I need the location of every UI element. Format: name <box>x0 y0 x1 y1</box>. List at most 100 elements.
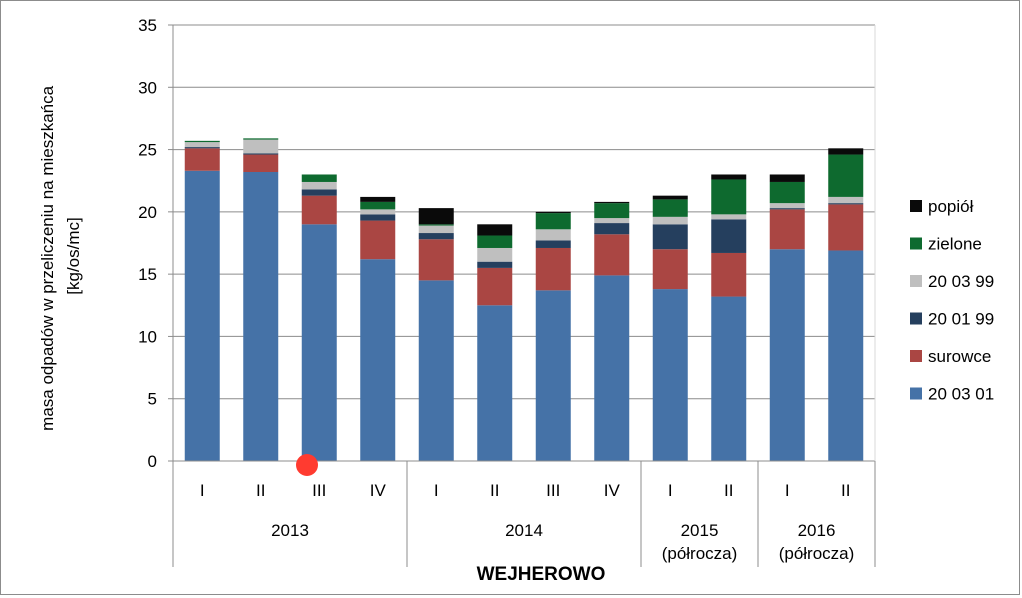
y-tick-label: 0 <box>148 452 157 471</box>
bar-segment <box>184 147 220 149</box>
x-group-label-line: 2014 <box>505 521 543 540</box>
legend-swatch <box>910 275 922 287</box>
bar-segment <box>301 195 337 225</box>
bar-segment <box>360 259 396 461</box>
x-group-label-line: (półrocza) <box>779 544 855 563</box>
x-axis-label: WEJHEROWO <box>477 564 606 585</box>
bar-segment <box>828 204 864 251</box>
bar-segment <box>477 235 513 248</box>
x-group-label: 2015 (półrocza) <box>662 521 738 563</box>
bar-segment <box>301 174 337 182</box>
y-tick-label: 25 <box>138 141 157 160</box>
x-category-label: II <box>490 481 499 500</box>
x-group-label-line: 2015 <box>681 521 719 540</box>
x-category-label: I <box>434 481 439 500</box>
bar-segment <box>652 224 688 250</box>
bar-segment <box>828 196 864 204</box>
bar-segment <box>594 201 630 204</box>
bar-segment <box>594 203 630 219</box>
bar-segment <box>594 218 630 224</box>
x-group-labels: 2013 2014 2015 (półrocza) 2016 (półrocza) <box>271 521 854 563</box>
x-category-label: III <box>312 481 326 500</box>
legend-label: 20 03 01 <box>928 385 994 404</box>
bar-segment <box>594 234 630 276</box>
bar-segment <box>828 203 864 205</box>
bar-segment <box>301 189 337 196</box>
bar-segment <box>418 239 454 281</box>
y-axis-label-line-2: [kg/os/mc] <box>64 217 83 294</box>
x-group-label-line: 2016 <box>798 521 836 540</box>
legend-swatch <box>910 312 922 325</box>
x-category-label: I <box>668 481 673 500</box>
bar-segment <box>360 214 396 221</box>
bar-segment <box>477 247 513 262</box>
bar-segment <box>418 233 454 240</box>
x-group-label-line: (półrocza) <box>662 544 738 563</box>
cursor-marker <box>296 454 318 476</box>
y-tick-label: 35 <box>138 16 157 35</box>
bar-segment <box>477 305 513 461</box>
bar-segment <box>301 224 337 461</box>
x-group-label-line: 2013 <box>271 521 309 540</box>
bar-segment <box>301 181 337 190</box>
legend-swatch <box>910 200 922 212</box>
bar-segment <box>652 216 688 225</box>
y-tick-label: 30 <box>138 78 157 97</box>
axes <box>168 24 876 567</box>
bar-segment <box>652 249 688 290</box>
legend-label: 20 03 99 <box>928 272 994 291</box>
y-tick-labels: 0 5 10 15 20 25 30 35 <box>138 16 157 471</box>
x-category-labels: I II III IV I II III IV I II I II <box>200 481 851 500</box>
bar-segment <box>769 249 805 461</box>
bar-segment <box>418 225 454 234</box>
x-category-label: I <box>200 481 205 500</box>
bar-segment <box>828 250 864 461</box>
bar-segment <box>184 148 220 171</box>
bar-segment <box>769 208 805 210</box>
bar-segment <box>535 290 571 461</box>
bar-segment <box>711 219 747 253</box>
legend-label: surowce <box>928 347 991 366</box>
bar-segment <box>184 142 220 148</box>
bar-segment <box>477 267 513 306</box>
bar-segment <box>184 140 220 143</box>
y-axis-label: masa odpadów w przeliczeniu na mieszkańc… <box>38 81 83 431</box>
bar-segment <box>477 224 513 236</box>
legend-swatch <box>910 387 922 400</box>
bar-segment <box>418 208 454 225</box>
bar-segment <box>711 296 747 461</box>
bar-segment <box>769 203 805 209</box>
bar-segment <box>360 220 396 260</box>
legend-swatch <box>910 237 922 250</box>
x-category-label: II <box>724 481 733 500</box>
x-category-label: I <box>785 481 790 500</box>
bar-segment <box>360 209 396 215</box>
bar-segment <box>360 201 396 210</box>
bar-segment <box>769 181 805 204</box>
y-tick-label: 20 <box>138 203 157 222</box>
bar-segment <box>769 174 805 182</box>
bar-segment <box>243 153 279 155</box>
bar-segment <box>243 138 279 140</box>
bar-segment <box>477 261 513 268</box>
bar-segment <box>535 229 571 241</box>
bar-segment <box>535 247 571 291</box>
legend: popiół zielone 20 03 99 20 01 99 surowce 20 0… <box>910 197 994 404</box>
y-tick-label: 15 <box>138 265 157 284</box>
bar-segment <box>711 214 747 220</box>
legend-label: zielone <box>928 235 982 254</box>
x-category-label: III <box>546 481 560 500</box>
bar-segment <box>711 179 747 215</box>
gridlines <box>173 24 875 400</box>
bar-segment <box>652 289 688 461</box>
legend-swatch <box>910 350 922 362</box>
x-category-label: II <box>841 481 850 500</box>
x-group-label: 2013 <box>271 521 309 540</box>
bars <box>184 138 864 461</box>
bar-segment <box>243 154 279 172</box>
bar-segment <box>360 196 396 202</box>
x-category-label: II <box>256 481 265 500</box>
bar-segment <box>418 224 454 226</box>
y-axis-label-line-1: masa odpadów w przeliczeniu na mieszkańc… <box>38 85 57 430</box>
